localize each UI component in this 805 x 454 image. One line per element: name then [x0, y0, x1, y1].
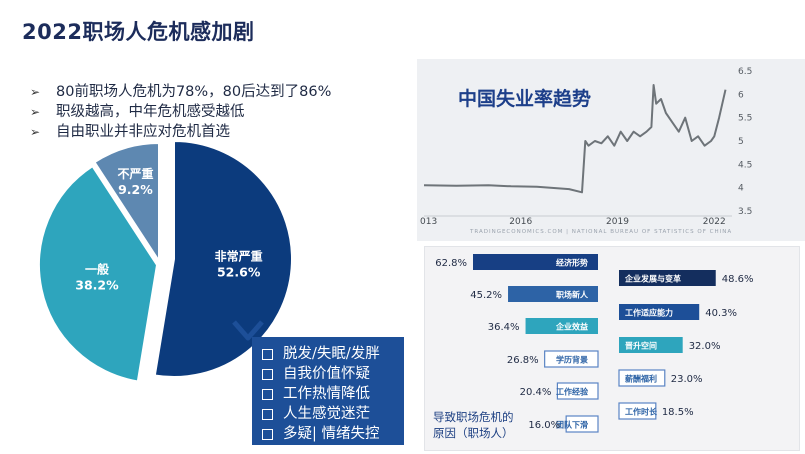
symptom-label: 多疑| 情绪失控 [283, 426, 380, 442]
pie-slice [153, 139, 293, 378]
cause-bar [619, 304, 700, 320]
cause-bar-value: 32.0% [689, 341, 721, 352]
x-tick-label: 2022 [703, 217, 726, 227]
symptom-item: 工作热情降低 [262, 384, 404, 404]
cause-bar-value: 20.4% [520, 387, 552, 398]
bullet-item: ➢ 自由职业并非应对危机首选 [30, 122, 331, 142]
cause-bar-label: 工作经验 [556, 387, 589, 397]
bullet-item: ➢ 80前职场人危机为78%，80后达到了86% [30, 82, 331, 102]
cause-bar-label: 职场新人 [556, 290, 589, 300]
cause-caption-line: 导致职场危机的 [433, 410, 514, 424]
pie-category-label: 非常严重 [215, 248, 263, 263]
symptom-item: 多疑| 情绪失控 [262, 424, 404, 444]
chart-source-note: TRADINGECONOMICS.COM | NATIONAL BUREAU O… [470, 229, 733, 235]
y-tick-label: 3.5 [738, 207, 752, 217]
bullet-item: ➢ 职级越高，中年危机感受越低 [30, 102, 331, 122]
cause-bar-value: 16.0% [528, 420, 560, 431]
checkbox-icon [262, 388, 273, 400]
cause-bar [544, 350, 599, 368]
cause-bar [565, 415, 599, 433]
cause-bar-label: 工作时长 [625, 407, 658, 417]
bullet-text: 职级越高，中年危机感受越低 [56, 104, 245, 120]
symptom-label: 脱发/失眠/发胖 [283, 346, 380, 362]
cause-bar-value: 40.3% [705, 308, 737, 319]
checkbox-icon [262, 408, 273, 420]
y-tick-label: 4.5 [738, 160, 752, 170]
cause-bar [619, 270, 716, 286]
cause-bar [508, 286, 598, 302]
cause-bar-value: 48.6% [722, 274, 754, 285]
cause-bar [618, 402, 657, 420]
unemployment-chart-title: 中国失业率趋势 [458, 88, 592, 110]
cause-bar-label: 学历背景 [556, 355, 588, 365]
x-tick-label: 013 [420, 217, 437, 227]
pie-slice [93, 141, 160, 265]
cause-bar-panel [424, 246, 800, 451]
y-tick-label: 4 [738, 184, 744, 194]
arrow-bullet-icon: ➢ [30, 105, 41, 119]
cause-bar-value: 36.4% [488, 322, 520, 333]
x-tick-label: 2019 [606, 217, 629, 227]
arrow-bullet-icon: ➢ [30, 125, 41, 139]
cause-bar [473, 254, 598, 270]
unemployment-series-line [423, 84, 727, 194]
bullet-text: 自由职业并非应对危机首选 [56, 124, 230, 140]
cause-bar [525, 318, 598, 334]
symptom-item: 人生感觉迷茫 [262, 404, 404, 424]
y-tick-label: 5.5 [738, 114, 752, 124]
y-tick-label: 6 [738, 90, 744, 100]
y-tick-label: 6.5 [738, 67, 752, 77]
unemployment-chart-panel [417, 59, 805, 241]
checkbox-icon [262, 368, 273, 380]
cause-bar-label: 经济形势 [556, 258, 588, 268]
cause-bar-label: 企业发展与变革 [624, 274, 681, 284]
cause-bar [618, 369, 666, 387]
cause-bar-value: 18.5% [662, 407, 694, 418]
symptom-box: 脱发/失眠/发胖 自我价值怀疑 工作热情降低 人生感觉迷茫 多疑| 情绪失控 [252, 337, 404, 445]
pie-value-label: 38.2% [75, 278, 119, 293]
cause-bar-label: 工作适应能力 [625, 308, 673, 318]
cause-caption-line: 原因（职场人） [433, 426, 514, 440]
arrow-bullet-icon: ➢ [30, 85, 41, 99]
cause-bar-value: 45.2% [470, 290, 502, 301]
cause-bar-label: 薪酬福利 [625, 374, 657, 384]
pie-slice [38, 164, 159, 383]
pie-value-label: 52.6% [217, 264, 261, 279]
bullet-list: ➢ 80前职场人危机为78%，80后达到了86% ➢ 职级越高，中年危机感受越低 ➢… [30, 82, 331, 142]
symptom-label: 人生感觉迷茫 [283, 406, 370, 422]
cause-bar-label: 晋升空间 [625, 341, 657, 351]
cause-bar-value: 62.8% [435, 258, 467, 269]
cause-bar [619, 337, 683, 353]
pie-category-label: 一般 [85, 262, 109, 277]
symptom-item: 脱发/失眠/发胖 [262, 344, 404, 364]
symptom-item: 自我价值怀疑 [262, 364, 404, 384]
pie-category-label: 不严重 [117, 166, 153, 181]
pie-value-label: 9.2% [118, 182, 153, 197]
cause-bar-value: 26.8% [507, 355, 539, 366]
checkbox-icon [262, 428, 273, 440]
chevron-down-icon [232, 320, 264, 341]
cause-bar-label: 企业效益 [555, 322, 588, 332]
checkbox-icon [262, 348, 273, 360]
cause-bar [556, 382, 599, 400]
symptom-label: 自我价值怀疑 [283, 366, 370, 382]
cause-caption: 导致职场危机的 原因（职场人） [433, 409, 514, 441]
bullet-text: 80前职场人危机为78%，80后达到了86% [56, 84, 332, 100]
cause-bar-label: 团队下滑 [556, 420, 588, 430]
y-tick-label: 5 [738, 137, 744, 147]
page-title: 2022职场人危机感加剧 [22, 20, 255, 44]
cause-bar-value: 23.0% [671, 374, 703, 385]
x-tick-label: 2016 [509, 217, 532, 227]
symptom-label: 工作热情降低 [283, 386, 370, 402]
